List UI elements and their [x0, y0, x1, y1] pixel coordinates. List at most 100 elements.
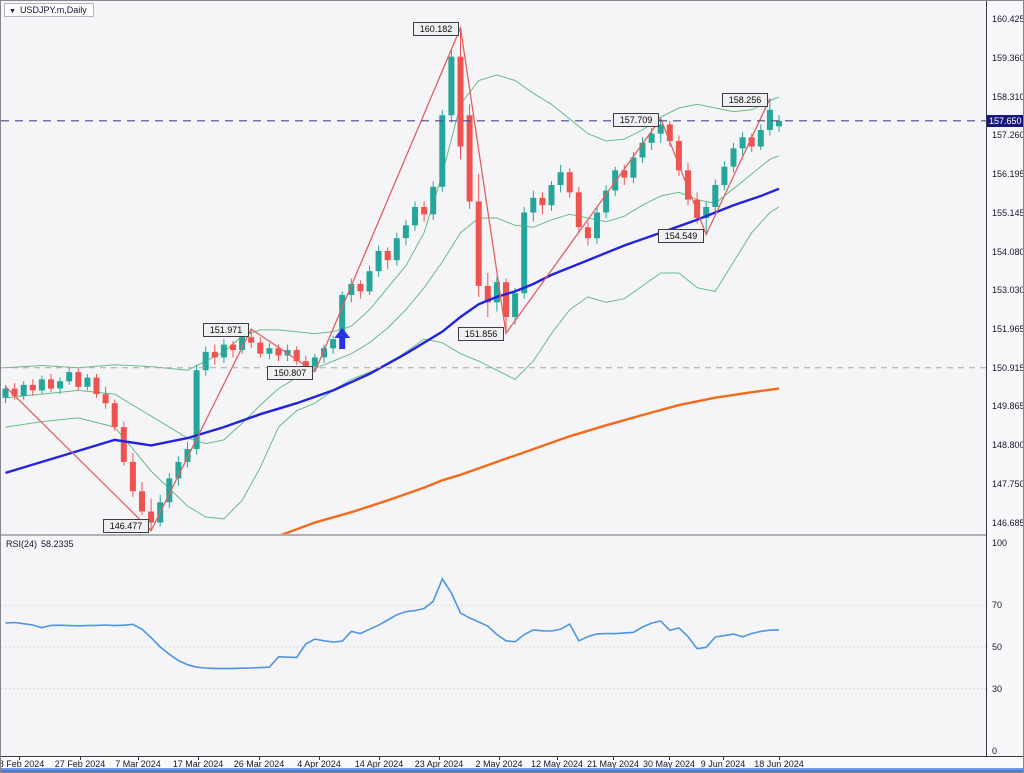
candle-body: [2, 388, 9, 398]
candle-body: [321, 348, 327, 358]
price-axis-label: 155.145: [992, 208, 1024, 218]
rsi-axis-label: 70: [992, 600, 1003, 610]
candle-body: [648, 133, 655, 143]
candle-body: [430, 186, 437, 215]
date-axis-label: 23 Apr 2024: [414, 759, 464, 769]
price-axis-label: 156.195: [992, 169, 1024, 179]
rsi-canvas: [1, 577, 986, 690]
ma-orange-line: [278, 387, 780, 538]
date-tick: [80, 757, 81, 760]
candle-body: [603, 190, 610, 213]
date-axis-label: 14 Apr 2024: [354, 759, 404, 769]
price-axis-label: 151.965: [992, 324, 1024, 334]
candle-body: [393, 238, 400, 261]
main-chart-canvas: [1, 25, 986, 538]
candle-body: [330, 339, 337, 349]
date-tick: [613, 757, 614, 760]
candle-body: [666, 124, 673, 141]
candle-body: [575, 192, 582, 228]
candle-body: [721, 166, 728, 185]
main-chart-pane[interactable]: 146.477 151.971 150.807 160.182 151.856 157.7…: [1, 1, 986, 538]
rsi-indicator-label: RSI(24) 58.2335: [6, 539, 78, 549]
date-axis-label: 4 Apr 2024: [297, 759, 341, 769]
bollinger-middle-line: [5, 155, 780, 445]
date-axis-label: 9 Jun 2024: [700, 759, 746, 769]
date-axis-label: 18 Jun 2024: [754, 759, 804, 769]
candle-body: [675, 141, 682, 171]
zigzag-price-flag: 151.971: [203, 323, 249, 337]
candle-body: [257, 342, 264, 354]
bottom-window-edge: [1, 768, 1023, 772]
candle-body: [129, 461, 136, 492]
candle-body: [412, 207, 418, 226]
candle-body: [48, 379, 54, 389]
candle-body: [493, 282, 500, 303]
pane-divider[interactable]: [1, 534, 1023, 536]
date-tick: [19, 757, 20, 760]
price-axis-label: 153.030: [992, 285, 1024, 295]
candle-body: [776, 120, 782, 127]
candle-body: [630, 157, 637, 178]
candle-body: [175, 461, 182, 479]
candle-body: [475, 201, 482, 286]
candle-body: [302, 361, 309, 367]
date-tick: [499, 757, 500, 760]
candle-body: [712, 185, 719, 207]
date-axis-label: 18 Feb 2024: [1, 759, 45, 769]
date-axis-label: 7 Mar 2024: [115, 759, 161, 769]
price-axis-label: 154.080: [992, 247, 1024, 257]
symbol-title: USDJPY.m,Daily: [19, 5, 87, 15]
rsi-pane[interactable]: [1, 536, 986, 756]
zigzag-price-flag: 151.856: [458, 327, 504, 341]
candle-body: [594, 212, 600, 239]
date-tick: [138, 757, 139, 760]
dropdown-arrow-icon: ▼: [9, 8, 16, 15]
candle-body: [11, 388, 18, 396]
candle-body: [230, 344, 236, 351]
candle-body: [703, 207, 710, 218]
date-tick: [669, 757, 670, 760]
candle-body: [193, 370, 200, 450]
date-tick: [379, 757, 380, 760]
candle-body: [730, 148, 737, 167]
candle-body: [748, 137, 755, 147]
bollinger-upper-line: [5, 74, 780, 371]
date-tick: [259, 757, 260, 760]
candle-body: [211, 351, 218, 358]
candle-body: [584, 227, 591, 239]
candle-body: [266, 348, 273, 354]
date-tick: [779, 757, 780, 760]
date-tick: [557, 757, 558, 760]
zigzag-price-flag: 146.477: [103, 519, 149, 533]
candle-body: [566, 172, 573, 193]
candle-body: [448, 56, 455, 116]
candle-body: [357, 284, 364, 292]
candle-body: [694, 199, 701, 218]
candle-body: [57, 381, 64, 389]
candle-body: [375, 251, 382, 272]
rsi-axis-label: 0: [992, 746, 998, 756]
candle-body: [402, 225, 409, 239]
date-axis-label: 12 May 2024: [530, 759, 584, 769]
candle-body: [202, 351, 209, 371]
candle-body: [557, 172, 564, 185]
candle-body: [739, 137, 746, 149]
rsi-line: [5, 577, 780, 670]
price-axis-label: 149.865: [992, 401, 1024, 411]
candle-body: [503, 282, 509, 317]
candle-body: [75, 372, 82, 387]
candle-body: [220, 344, 227, 358]
candle-body: [84, 377, 91, 387]
date-tick: [198, 757, 199, 760]
candle-body: [102, 394, 109, 404]
candle-body: [139, 491, 145, 512]
candle-body: [311, 357, 318, 367]
bollinger-lower-line: [5, 206, 780, 520]
zigzag-line: [5, 25, 771, 532]
symbol-title-box[interactable]: ▼ USDJPY.m,Daily: [4, 3, 94, 17]
rsi-name: RSI(24): [6, 539, 38, 549]
price-axis-label: 157.260: [992, 130, 1024, 140]
date-axis-label: 17 Mar 2024: [172, 759, 224, 769]
rsi-axis-label: 50: [992, 642, 1003, 652]
candle-body: [248, 337, 255, 343]
